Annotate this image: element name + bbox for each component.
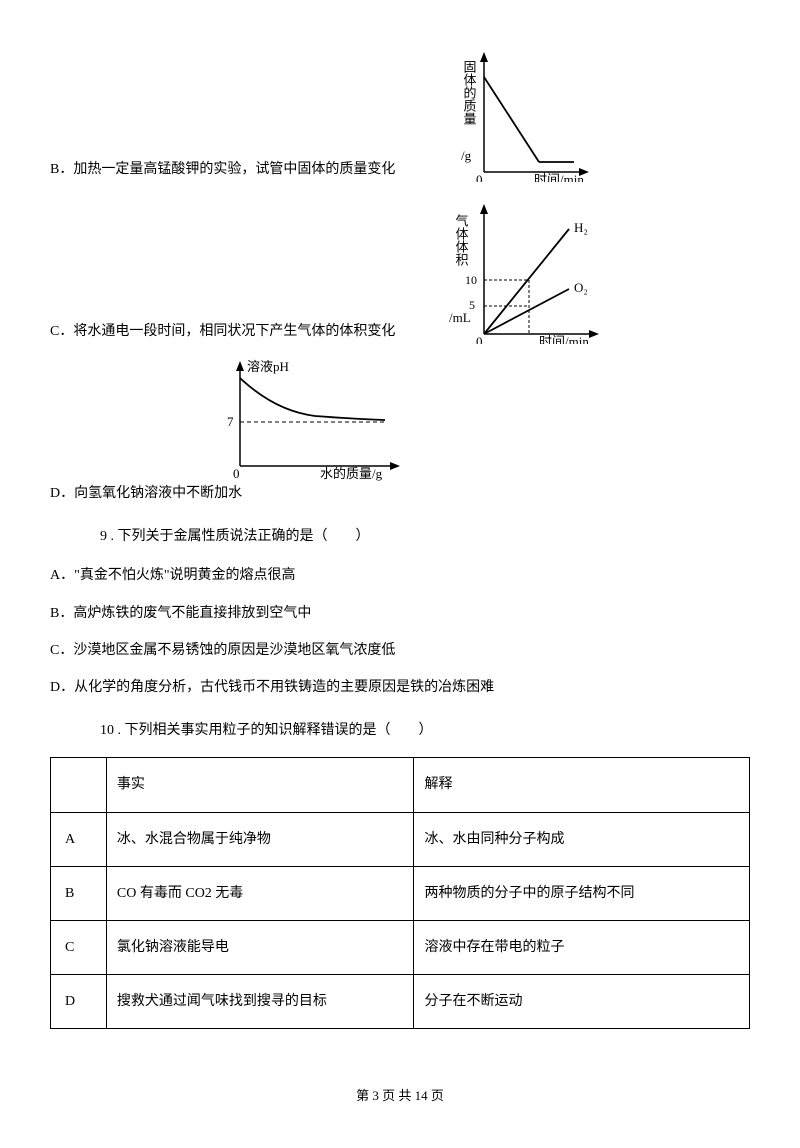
table-cell-key: C bbox=[51, 920, 107, 974]
page-footer: 第 3 页 共 14 页 bbox=[50, 1084, 750, 1107]
chart-d-xlabel: 水的质量/g bbox=[320, 466, 383, 481]
q10-table: 事实 解释 A 冰、水混合物属于纯净物 冰、水由同种分子构成 B CO 有毒而 … bbox=[50, 757, 750, 1029]
table-row: D 搜救犬通过闻气味找到搜寻的目标 分子在不断运动 bbox=[51, 975, 750, 1029]
chart-d-ytick: 7 bbox=[227, 414, 234, 429]
table-cell-explain: 分子在不断运动 bbox=[414, 975, 750, 1029]
table-row: A 冰、水混合物属于纯净物 冰、水由同种分子构成 bbox=[51, 812, 750, 866]
table-header-row: 事实 解释 bbox=[51, 758, 750, 812]
table-row: C 氯化钠溶液能导电 溶液中存在带电的粒子 bbox=[51, 920, 750, 974]
svg-text:固体的质量: 固体的质量 bbox=[461, 60, 476, 125]
q9-c: C．沙漠地区金属不易锈蚀的原因是沙漠地区氧气浓度低 bbox=[50, 638, 750, 663]
chart-c-origin: 0 bbox=[476, 334, 483, 344]
q9-a: A．"真金不怕火炼"说明黄金的熔点很高 bbox=[50, 563, 750, 588]
chart-c-ytick2: 5 bbox=[469, 298, 475, 312]
table-cell-explain: 两种物质的分子中的原子结构不同 bbox=[414, 866, 750, 920]
chart-b-xlabel: 时间/min bbox=[534, 172, 584, 182]
table-cell-key: D bbox=[51, 975, 107, 1029]
table-cell-explain: 溶液中存在带电的粒子 bbox=[414, 920, 750, 974]
chart-d: 溶液pH 7 0 水的质量/g bbox=[205, 356, 415, 481]
table-cell-key: A bbox=[51, 812, 107, 866]
q9-b: B．高炉炼铁的废气不能直接排放到空气中 bbox=[50, 601, 750, 626]
chart-d-origin: 0 bbox=[233, 466, 240, 481]
chart-b-origin: 0 bbox=[476, 172, 483, 182]
option-d-line: 溶液pH 7 0 水的质量/g D．向氢氧化钠溶液中不断加水 bbox=[50, 356, 750, 506]
table-cell-fact: CO 有毒而 CO2 无毒 bbox=[106, 866, 414, 920]
table-cell-key: B bbox=[51, 866, 107, 920]
chart-c-series1: H₂ bbox=[574, 220, 588, 235]
chart-d-ylabel: 溶液pH bbox=[247, 359, 289, 374]
chart-c-ytick1: 10 bbox=[465, 273, 477, 287]
option-b-line: B．加热一定量高锰酸钾的实验，试管中固体的质量变化 固体的质量 /g 0 时间/… bbox=[50, 42, 750, 182]
option-d-text: D．向氢氧化钠溶液中不断加水 bbox=[50, 481, 242, 506]
chart-b-yunit: /g bbox=[461, 148, 472, 163]
q9-stem: 9 . 下列关于金属性质说法正确的是（ ） bbox=[100, 524, 750, 549]
chart-c: 气体体积 /mL 0 时间/min 10 5 H₂ O₂ bbox=[399, 194, 609, 344]
q10-stem: 10 . 下列相关事实用粒子的知识解释错误的是（ ） bbox=[100, 718, 750, 743]
option-c-line: C．将水通电一段时间，相同状况下产生气体的体积变化 气体体积 /mL 0 时间/… bbox=[50, 194, 750, 344]
svg-text:气体体积: 气体体积 bbox=[453, 213, 468, 266]
table-cell-explain: 冰、水由同种分子构成 bbox=[414, 812, 750, 866]
chart-c-series2: O₂ bbox=[574, 280, 588, 295]
table-header-fact: 事实 bbox=[106, 758, 414, 812]
chart-b: 固体的质量 /g 0 时间/min bbox=[399, 42, 599, 182]
table-header-explain: 解释 bbox=[414, 758, 750, 812]
chart-c-xlabel: 时间/min bbox=[539, 334, 589, 344]
table-row: B CO 有毒而 CO2 无毒 两种物质的分子中的原子结构不同 bbox=[51, 866, 750, 920]
table-header-blank bbox=[51, 758, 107, 812]
table-cell-fact: 冰、水混合物属于纯净物 bbox=[106, 812, 414, 866]
table-cell-fact: 搜救犬通过闻气味找到搜寻的目标 bbox=[106, 975, 414, 1029]
table-cell-fact: 氯化钠溶液能导电 bbox=[106, 920, 414, 974]
option-b-text: B．加热一定量高锰酸钾的实验，试管中固体的质量变化 bbox=[50, 157, 395, 182]
chart-c-yunit: /mL bbox=[449, 310, 471, 325]
q9-d: D．从化学的角度分析，古代钱币不用铁铸造的主要原因是铁的冶炼困难 bbox=[50, 675, 750, 700]
option-c-text: C．将水通电一段时间，相同状况下产生气体的体积变化 bbox=[50, 319, 395, 344]
